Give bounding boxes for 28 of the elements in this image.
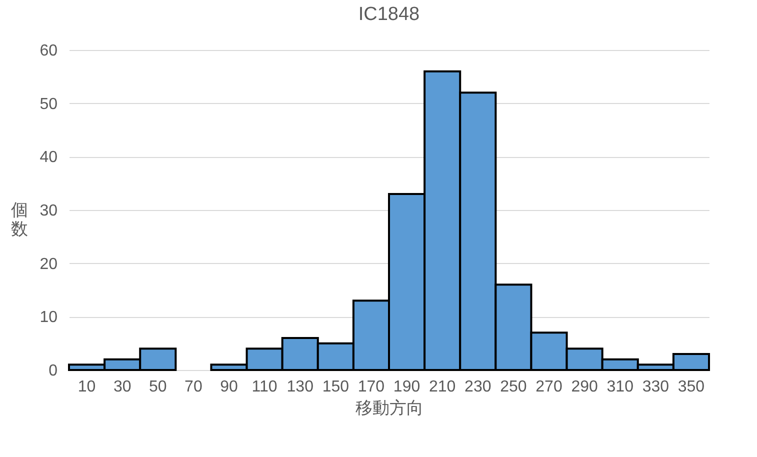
y-tick-label: 50: [40, 96, 58, 113]
x-tick-label: 170: [358, 378, 385, 396]
x-tick-label: 190: [393, 378, 420, 396]
x-tick-label: 30: [113, 378, 132, 396]
y-tick-label: 30: [40, 202, 58, 220]
chart-title: IC1848: [358, 4, 420, 25]
y-tick-label: 0: [48, 362, 58, 380]
x-tick-label: 150: [322, 378, 350, 396]
x-tick-label: 230: [464, 378, 492, 396]
y-tick-label: 20: [40, 256, 58, 273]
x-tick-label: 350: [678, 378, 705, 396]
x-tick-label: 10: [78, 378, 96, 396]
x-tick-label: 90: [220, 378, 238, 396]
x-axis-title: 移動方向: [356, 398, 424, 418]
x-tick-label: 210: [428, 378, 456, 396]
y-tick-label: 10: [40, 309, 58, 326]
y-tick-label: 40: [40, 149, 58, 166]
x-tick-label: 310: [606, 378, 634, 396]
x-tick-label: 250: [500, 378, 527, 396]
x-tick-label: 70: [184, 378, 202, 396]
y-axis-title: 個数: [11, 200, 28, 238]
y-tick-label: 60: [40, 42, 58, 60]
x-tick-label: 110: [252, 378, 278, 396]
x-tick-label: 330: [642, 378, 670, 396]
x-tick-label: 270: [536, 378, 562, 396]
x-tick-label: 130: [286, 378, 314, 396]
x-tick-label: 290: [571, 378, 598, 396]
x-tick-label: 50: [148, 378, 167, 396]
